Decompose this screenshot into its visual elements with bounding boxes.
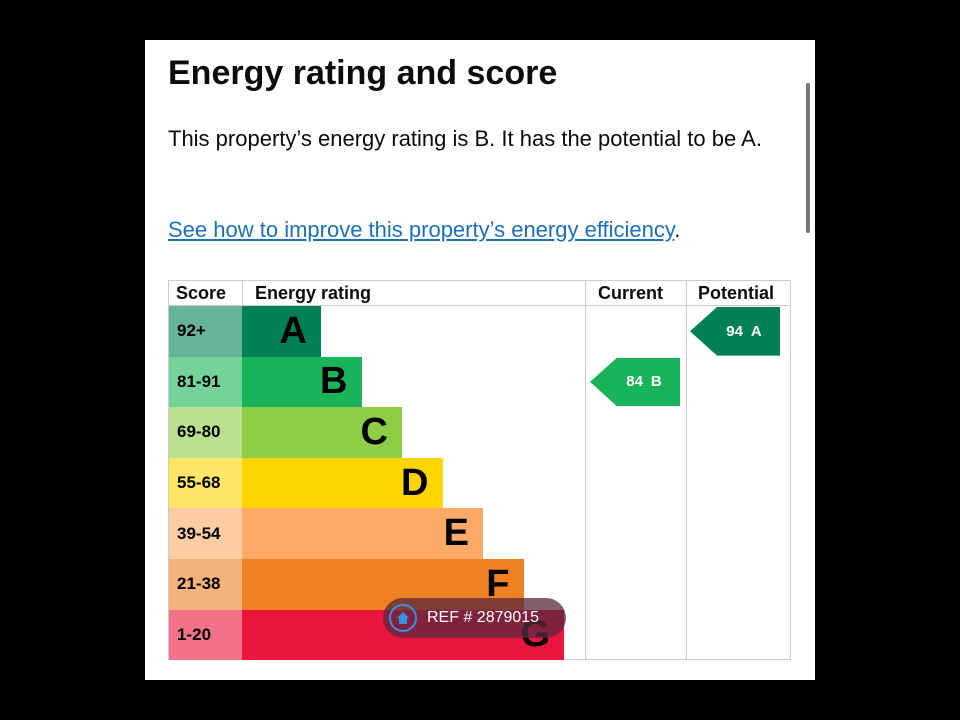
column-divider <box>585 281 586 659</box>
current-arrow: 84 B <box>590 357 680 407</box>
home-icon <box>389 604 417 632</box>
score-cell: 69-80 <box>169 407 242 458</box>
score-tint <box>169 306 242 357</box>
rating-bar: D <box>242 457 443 509</box>
score-range: 92+ <box>177 321 206 341</box>
score-tint <box>169 559 242 610</box>
rating-bar: E <box>242 508 483 559</box>
score-range: 69-80 <box>177 422 221 442</box>
potential-band: A <box>750 322 762 340</box>
score-tint <box>169 457 242 509</box>
score-cell: 92+ <box>169 306 242 357</box>
heading: Energy rating and score <box>168 54 558 92</box>
column-header: Potential <box>698 283 775 303</box>
summary: This property’s energy rating is B. It h… <box>168 126 762 151</box>
potential-arrow: 94 A <box>690 307 780 356</box>
link-line: See how to improve this property’s energ… <box>168 217 680 243</box>
potential-score: 94 <box>726 322 743 340</box>
score-range: 21-38 <box>177 574 221 594</box>
score-cell: 21-38 <box>169 559 242 610</box>
score-cell: 55-68 <box>169 457 242 509</box>
score-range: 55-68 <box>177 473 221 493</box>
score-tint <box>169 407 242 458</box>
score-range: 39-54 <box>177 523 221 543</box>
score-cell: 81-91 <box>169 356 242 408</box>
score-range: 81-91 <box>177 371 221 391</box>
header-divider <box>169 305 790 306</box>
link-suffix: . <box>674 217 681 242</box>
score-cell: 1-20 <box>169 609 242 661</box>
score-tint <box>169 508 242 559</box>
watermark-text: REF # 2879015 <box>427 609 540 626</box>
home-glyph <box>397 612 409 624</box>
scrollbar[interactable] <box>806 83 810 233</box>
rating-table: Score Energy rating Current Potential 92+ A 81… <box>168 280 791 661</box>
improve-link[interactable]: See how to improve this property’s energ… <box>168 217 675 242</box>
column-divider <box>686 281 687 659</box>
score-range: 1-20 <box>177 624 212 644</box>
rating-bar: B <box>242 356 362 408</box>
rating-bar: A <box>242 306 321 357</box>
column-header: Energy rating <box>255 283 372 303</box>
score-cell: 39-54 <box>169 508 242 559</box>
rating-bar: C <box>242 407 402 458</box>
current-band: B <box>650 373 662 391</box>
score-tint <box>169 356 242 408</box>
score-tint <box>169 609 242 661</box>
page: Energy rating and score This property’s … <box>145 40 815 680</box>
column-header: Current <box>598 283 664 303</box>
watermark: REF # 2879015 <box>383 598 566 638</box>
current-score: 84 <box>626 373 643 391</box>
column-header: Score <box>176 283 227 303</box>
